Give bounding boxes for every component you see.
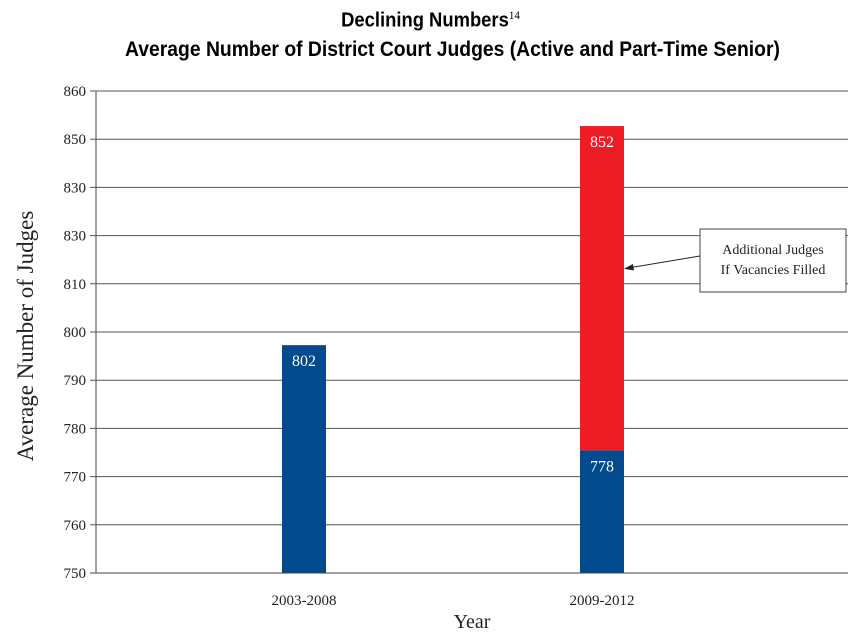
bar-segment-actual xyxy=(580,450,624,573)
y-tick-label: 830 xyxy=(64,229,87,245)
data-label: 778 xyxy=(590,458,614,475)
y-tick-label: 810 xyxy=(64,277,87,293)
bar-segment-additional xyxy=(580,126,624,451)
y-tick-label: 770 xyxy=(64,470,87,486)
bars xyxy=(282,126,624,573)
y-tick-label: 860 xyxy=(64,84,87,100)
bar-segment-actual xyxy=(282,345,326,573)
y-axis-label: Average Number of Judges xyxy=(13,211,38,462)
y-tick-label: 830 xyxy=(64,180,87,196)
annotation-arrow xyxy=(627,255,701,269)
chart-title: Declining Numbers14 xyxy=(34,8,826,33)
annotation-line-2: If Vacancies Filled xyxy=(721,263,826,278)
annotation-arrowhead xyxy=(624,264,634,271)
chart-subtitle: Average Number of District Court Judges … xyxy=(125,38,780,61)
x-tick-label: 2003-2008 xyxy=(272,593,337,609)
chart-title-text: Declining Numbers xyxy=(341,9,509,32)
footnote-marker: 14 xyxy=(508,8,520,22)
y-tick-label: 750 xyxy=(64,566,87,582)
data-label: 852 xyxy=(590,134,614,151)
y-tick-label: 800 xyxy=(64,325,87,341)
x-tick-label: 2009-2012 xyxy=(570,593,635,609)
y-tick-labels: 750 760 770 780 790 800 810 830 830 850 860 xyxy=(64,84,87,582)
data-labels: 802 778 852 xyxy=(292,134,614,475)
annotation-box xyxy=(699,228,847,293)
y-tick-label: 790 xyxy=(64,373,87,389)
y-tick-label: 760 xyxy=(64,518,87,534)
data-label: 802 xyxy=(292,353,316,370)
annotation-line-1: Additional Judges xyxy=(722,243,824,258)
annotation-callout: Additional Judges If Vacancies Filled xyxy=(624,228,847,293)
gridlines xyxy=(90,90,848,574)
y-tick-label: 850 xyxy=(64,132,87,148)
y-tick-label: 780 xyxy=(64,421,87,437)
x-tick-labels: 2003-2008 2009-2012 xyxy=(272,593,635,609)
x-axis-label: Year xyxy=(454,611,491,632)
